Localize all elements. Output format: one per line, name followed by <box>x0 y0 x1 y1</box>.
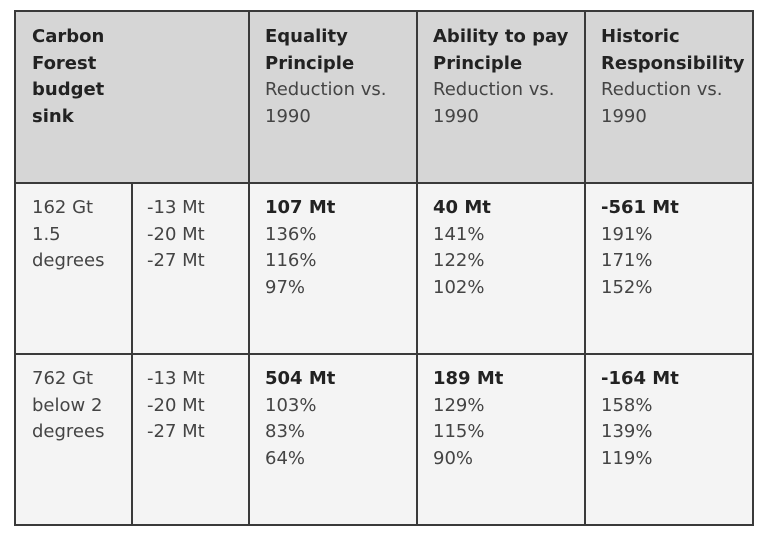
cell-line: degrees <box>32 421 105 442</box>
header-subtitle: Reduction vs. <box>265 79 387 100</box>
cell-pct: 141% <box>433 223 485 245</box>
cell-pct: 83% <box>265 421 306 442</box>
header-subtitle: 1990 <box>265 105 311 127</box>
divider <box>416 12 418 524</box>
row2-budget: 762 Gt below 2 degrees <box>32 366 104 446</box>
row2-sink: -13 Mt -20 Mt -27 Mt <box>147 366 205 446</box>
header-title: Historic <box>601 26 680 47</box>
header-carbon-budget: Carbon Forest budget sink <box>32 24 104 130</box>
cell-line: -27 Mt <box>147 250 205 271</box>
cell-line: 762 Gt <box>32 368 94 389</box>
cell-total: 504 Mt <box>265 368 336 389</box>
cell-total: -164 Mt <box>601 368 679 389</box>
header-subtitle: Reduction vs. <box>601 79 723 100</box>
cell-pct: 139% <box>601 421 653 442</box>
row1-budget: 162 Gt 1.5 degrees <box>32 195 104 275</box>
divider <box>584 12 586 524</box>
cell-pct: 171% <box>601 250 653 271</box>
row1-ability: 40 Mt 141% 122% 102% <box>433 195 491 301</box>
header-historic: Historic Responsibility Reduction vs. 19… <box>601 24 744 130</box>
header-equality: Equality Principle Reduction vs. 1990 <box>265 24 386 130</box>
cell-pct: 115% <box>433 421 485 442</box>
cell-total: 107 Mt <box>265 197 336 218</box>
cell-line: -20 Mt <box>147 223 205 245</box>
divider <box>248 12 250 524</box>
row1-sink: -13 Mt -20 Mt -27 Mt <box>147 195 205 275</box>
cell-total: 189 Mt <box>433 368 504 389</box>
header-title: Principle <box>265 52 355 74</box>
header-line: Carbon <box>32 26 105 47</box>
cell-line: -13 Mt <box>147 197 205 218</box>
header-title: Responsibility <box>601 52 745 74</box>
header-title: Ability to pay <box>433 26 569 47</box>
cell-pct: 102% <box>433 276 485 298</box>
cell-pct: 158% <box>601 394 653 416</box>
cell-total: -561 Mt <box>601 197 679 218</box>
cell-pct: 119% <box>601 447 653 469</box>
header-line: Forest <box>32 52 97 74</box>
header-line: sink <box>32 105 74 127</box>
row2-ability: 189 Mt 129% 115% 90% <box>433 366 503 472</box>
cell-pct: 64% <box>265 447 306 469</box>
header-title: Equality <box>265 26 348 47</box>
cell-line: 1.5 <box>32 223 61 245</box>
table-header <box>16 12 752 184</box>
cell-line: degrees <box>32 250 105 271</box>
header-line: budget <box>32 79 105 100</box>
header-subtitle: Reduction vs. <box>433 79 555 100</box>
cell-line: below 2 <box>32 394 103 416</box>
cell-pct: 116% <box>265 250 317 271</box>
cell-line: 162 Gt <box>32 197 94 218</box>
header-ability: Ability to pay Principle Reduction vs. 1… <box>433 24 568 130</box>
header-title: Principle <box>433 52 523 74</box>
cell-pct: 90% <box>433 447 474 469</box>
cell-total: 40 Mt <box>433 197 491 218</box>
cell-line: -13 Mt <box>147 368 205 389</box>
cell-pct: 129% <box>433 394 485 416</box>
row1-equality: 107 Mt 136% 116% 97% <box>265 195 335 301</box>
header-subtitle: 1990 <box>433 105 479 127</box>
cell-pct: 136% <box>265 223 317 245</box>
cell-line: -20 Mt <box>147 394 205 416</box>
row2-historic: -164 Mt 158% 139% 119% <box>601 366 679 472</box>
cell-pct: 97% <box>265 276 306 298</box>
cell-line: -27 Mt <box>147 421 205 442</box>
cell-pct: 122% <box>433 250 485 271</box>
row1-historic: -561 Mt 191% 171% 152% <box>601 195 679 301</box>
divider <box>16 353 752 355</box>
header-subtitle: 1990 <box>601 105 647 127</box>
cell-pct: 152% <box>601 276 653 298</box>
reduction-table: Carbon Forest budget sink Equality Princ… <box>14 10 754 526</box>
cell-pct: 103% <box>265 394 317 416</box>
row2-equality: 504 Mt 103% 83% 64% <box>265 366 335 472</box>
cell-pct: 191% <box>601 223 653 245</box>
